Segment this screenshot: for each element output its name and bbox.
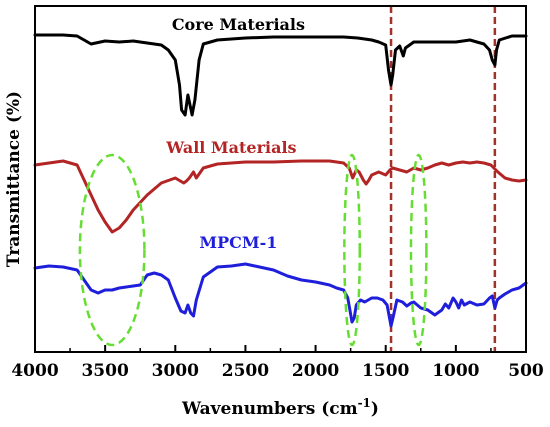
- x-axis-title-superscript: -1: [358, 396, 371, 410]
- x-tick-label-3000: 3000: [152, 361, 199, 381]
- series-line-wall-materials: [33, 159, 528, 234]
- x-tick-label-1500: 1500: [362, 361, 409, 381]
- series-group: [33, 33, 528, 328]
- series-line-core-materials: [33, 33, 528, 117]
- series-line-mpcm-1: [33, 262, 528, 328]
- highlight-ellipse-1740: [343, 153, 362, 347]
- x-tick-label-1000: 1000: [432, 361, 479, 381]
- x-axis-title-suffix: ): [371, 399, 379, 419]
- x-tick-label-2000: 2000: [292, 361, 339, 381]
- x-axis-ticks: 4000 3500 3000 2500 2000 1500 1000 500: [11, 345, 544, 381]
- x-tick-label-2500: 2500: [222, 361, 269, 381]
- highlight-ellipse-1265: [409, 153, 428, 347]
- series-labels: Core Materials Wall Materials MPCM-1: [165, 15, 305, 252]
- series-label-wall-materials: Wall Materials: [165, 138, 296, 157]
- highlight-ellipses: [78, 153, 428, 347]
- x-axis-title: Wavenumbers (cm-1): [181, 396, 379, 419]
- vertical-markers: [389, 6, 497, 352]
- y-axis-title: Transmittance (%): [4, 91, 24, 267]
- x-tick-label-4000: 4000: [11, 361, 58, 381]
- series-label-mpcm-1: MPCM-1: [199, 233, 277, 252]
- series-label-core-materials: Core Materials: [172, 15, 305, 34]
- x-tick-label-500: 500: [508, 361, 544, 381]
- x-tick-label-3500: 3500: [81, 361, 128, 381]
- x-axis-title-main: Wavenumbers (cm: [181, 399, 358, 419]
- highlight-ellipse-3450: [78, 153, 146, 347]
